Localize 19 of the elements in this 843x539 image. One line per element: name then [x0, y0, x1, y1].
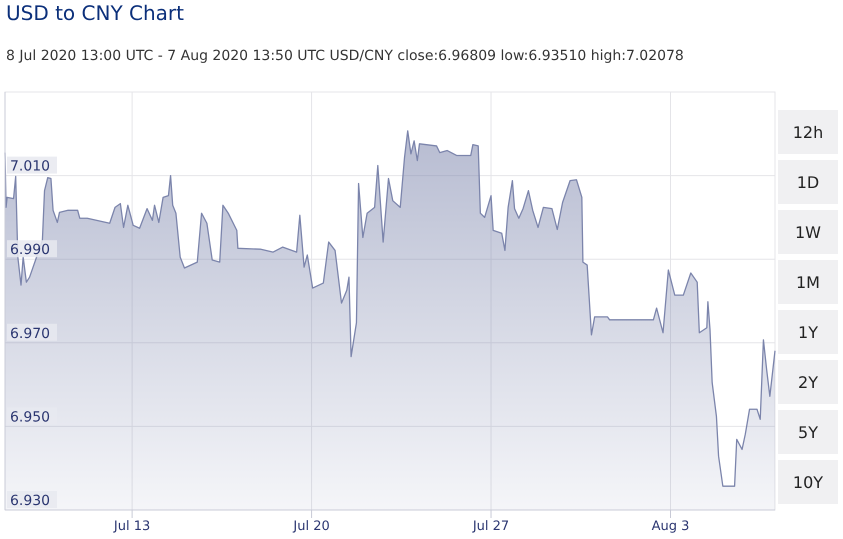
range-button: 2Y: [778, 360, 838, 404]
y-tick-label: 6.950: [10, 409, 50, 426]
y-tick-label: 6.990: [10, 242, 50, 258]
range-button: 12h: [778, 110, 838, 154]
x-tick-label: Jul 20: [292, 519, 330, 534]
y-tick-label: 6.970: [10, 326, 50, 342]
chart-title: USD to CNY Chart: [6, 1, 184, 25]
range-button: 10Y: [778, 460, 838, 504]
chart-subtitle: 8 Jul 2020 13:00 UTC - 7 Aug 2020 13:50 UTC USD/CNY close:6.96809 low:6.93510 high:7.02078: [6, 48, 684, 64]
range-button: 1D: [778, 160, 838, 204]
range-button: 1W: [778, 210, 838, 254]
y-tick-label: 6.930: [10, 493, 50, 509]
range-button: 1M: [778, 260, 838, 304]
x-tick-label: Aug 3: [652, 519, 690, 534]
x-tick-label: Jul 13: [112, 519, 150, 534]
range-button: 5Y: [778, 410, 838, 454]
y-tick-label: 7.010: [10, 158, 50, 175]
x-tick-label: Jul 27: [472, 519, 510, 534]
range-button: 1Y: [778, 310, 838, 354]
